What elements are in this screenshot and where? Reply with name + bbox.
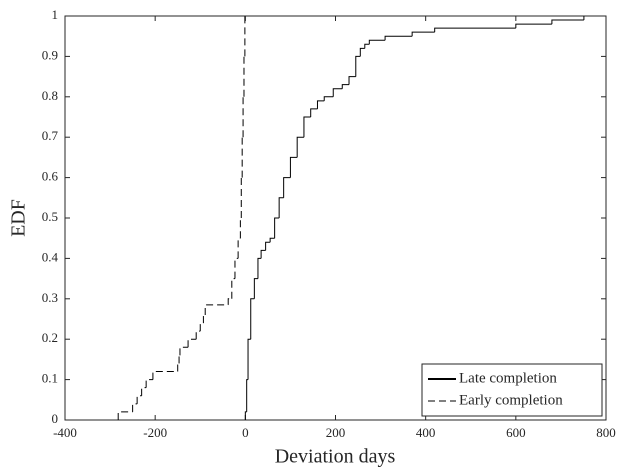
y-tick-label: 0 bbox=[52, 411, 59, 426]
step-segment bbox=[239, 217, 242, 239]
step-segment bbox=[355, 55, 361, 77]
step-segment bbox=[274, 217, 280, 239]
y-tick-label: 0.9 bbox=[42, 47, 58, 62]
step-segment bbox=[303, 116, 311, 138]
y-tick-label: 0.1 bbox=[42, 371, 58, 386]
step-segment bbox=[283, 177, 291, 198]
y-tick-label: 0.8 bbox=[42, 88, 58, 103]
step-segment bbox=[250, 298, 255, 340]
y-axis-label: EDF bbox=[8, 199, 30, 237]
legend-text: Early completion bbox=[459, 392, 563, 408]
x-tick-label: 600 bbox=[506, 425, 526, 440]
step-segment bbox=[551, 19, 584, 25]
step-segment bbox=[242, 96, 244, 138]
step-segment bbox=[177, 362, 180, 372]
step-segment bbox=[247, 338, 251, 380]
step-segment bbox=[187, 338, 197, 348]
step-segment bbox=[136, 395, 142, 404]
x-tick-label: 800 bbox=[596, 425, 616, 440]
x-tick-label: 200 bbox=[326, 425, 346, 440]
step-segment bbox=[310, 108, 318, 117]
step-segment bbox=[117, 411, 133, 420]
y-tick-label: 0.3 bbox=[42, 290, 58, 305]
step-segment bbox=[243, 55, 245, 97]
y-tick-label: 0.5 bbox=[42, 209, 58, 224]
step-segment bbox=[364, 43, 370, 49]
step-segment bbox=[152, 371, 178, 380]
legend-text: Late completion bbox=[459, 370, 557, 386]
x-tick-label: 0 bbox=[242, 425, 249, 440]
step-segment bbox=[260, 249, 266, 259]
step-segment bbox=[278, 197, 284, 218]
step-segment bbox=[411, 31, 435, 37]
step-segment bbox=[234, 257, 239, 279]
step-segment bbox=[202, 314, 206, 324]
step-segment bbox=[195, 330, 201, 340]
step-segment bbox=[359, 47, 365, 57]
y-tick-label: 0.6 bbox=[42, 169, 59, 184]
x-tick-label: -400 bbox=[53, 425, 77, 440]
step-segment bbox=[178, 354, 180, 364]
step-segment bbox=[289, 156, 298, 178]
step-segment bbox=[296, 136, 304, 158]
step-segment bbox=[515, 23, 552, 29]
step-segment bbox=[227, 298, 232, 305]
step-segment bbox=[348, 76, 356, 85]
step-segment bbox=[179, 346, 189, 356]
step-segment bbox=[199, 322, 204, 332]
step-segment bbox=[332, 88, 343, 97]
step-segment bbox=[384, 35, 413, 41]
step-segment bbox=[141, 387, 147, 396]
step-segment bbox=[241, 136, 244, 178]
y-tick-label: 0.2 bbox=[42, 330, 58, 345]
y-tick-label: 0.4 bbox=[42, 249, 59, 264]
step-segment bbox=[265, 241, 271, 251]
plot-frame bbox=[64, 15, 607, 421]
step-segment bbox=[145, 379, 153, 388]
step-segment bbox=[434, 27, 516, 33]
step-segment bbox=[368, 39, 386, 45]
x-tick-label: -200 bbox=[143, 425, 167, 440]
step-segment bbox=[269, 237, 275, 243]
step-segment bbox=[257, 257, 262, 279]
step-segment bbox=[231, 278, 235, 299]
step-segment bbox=[132, 403, 138, 412]
legend-box bbox=[421, 363, 603, 417]
y-tick-label: 1 bbox=[52, 7, 59, 22]
step-segment bbox=[204, 304, 229, 315]
x-axis-label: Deviation days bbox=[275, 446, 396, 468]
y-tick-label: 0.7 bbox=[42, 128, 59, 143]
step-segment bbox=[323, 96, 334, 101]
step-segment bbox=[341, 84, 350, 89]
step-segment bbox=[237, 237, 241, 259]
step-segment bbox=[316, 100, 325, 109]
x-tick-label: 400 bbox=[416, 425, 436, 440]
step-segment bbox=[253, 278, 258, 299]
step-segment bbox=[240, 177, 243, 218]
